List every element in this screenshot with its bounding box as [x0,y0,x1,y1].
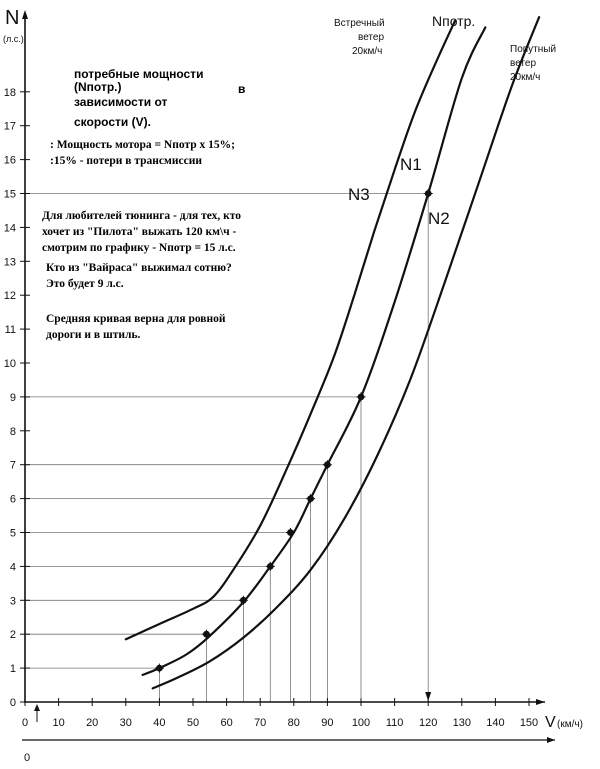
legend-tailwind-line3: 20км/ч [510,72,540,83]
title-line2: (Nпотр.) [74,80,122,94]
legend-tailwind-line2: ветер [510,58,536,69]
lower-reference-arrow [547,737,555,743]
y-tick-label: 10 [4,358,16,370]
y-tick-label: 16 [4,155,16,167]
note-line-6: Кто из "Вайраса" выжимал сотню? [46,262,232,274]
x-tick-label: 100 [352,717,370,729]
x-tick-label: 140 [486,717,504,729]
legend-npotr: Nпотр. [432,13,475,29]
x-tick-label: 30 [120,717,132,729]
note-line-8: Средняя кривая верна для ровной [46,313,226,325]
y-tick-label: 17 [4,121,16,133]
chart-title: потребные мощности (Nпотр.) в зависимост… [74,68,274,129]
legend-headwind-line1: Встречный [334,18,385,29]
legend-headwind-line2: ветер [358,32,384,43]
data-point-cross [423,189,433,198]
reference-arrow [425,692,432,701]
series-line-n3 [124,19,457,641]
series-line-n2 [151,16,541,690]
x-tick-label: 50 [187,717,199,729]
x-tick-label: 110 [386,717,404,729]
curve-label-n3: N3 [348,185,370,204]
data-point-cross [154,663,164,673]
y-tick-label: 8 [10,426,16,438]
zero-marker-arrow [34,704,40,711]
legend-headwind-line3: 20км/ч [352,46,382,57]
axes [22,10,555,743]
x-tick-label: 20 [86,717,98,729]
x-tick-label: 130 [453,717,471,729]
y-tick-label: 5 [10,528,16,540]
y-axis-label: N [5,7,19,29]
reference-lines [25,193,432,702]
marked-points [154,189,433,673]
data-point-cross [265,561,275,571]
title-line1: потребные мощности [74,67,204,81]
title-line4: скорости (V). [74,115,151,129]
y-tick-label: 2 [10,629,16,641]
x-tick-label: 120 [419,717,437,729]
y-tick-label: 14 [4,222,16,234]
data-point-cross [322,460,332,470]
title-line2-suffix: в [238,82,246,96]
x-axis-unit: (км/ч) [557,719,583,730]
y-tick-label: 13 [4,256,16,268]
below-axis-zero: 0 [24,752,30,764]
x-tick-label: 10 [52,717,64,729]
y-axis-arrow [22,10,28,19]
legend-tailwind-line1: Попутный [510,44,556,55]
data-point-cross [285,528,295,537]
data-point-cross [201,629,211,639]
note-line-4: хочет из "Пилота" выжать 120 км\ч - [42,226,237,238]
x-tick-label: 0 [22,717,28,729]
note-line-7: Это будет 9 л.с. [46,278,124,290]
note-line-2: :15% - потери в трансмиссии [50,155,202,167]
title-line3: зависимости от [74,95,168,109]
x-axis-arrow [536,699,545,705]
note-vairas: Кто из "Вайраса" выжимал сотню? Это буде… [46,260,232,292]
y-tick-label: 1 [10,663,16,675]
x-ticks: 0 10 20 30 40 50 60 70 80 90 100 110 120 130 140 150 [22,698,538,729]
data-point-cross [356,392,366,402]
y-tick-label: 4 [10,561,16,573]
note-line-5: смотрим по графику - Nпотр = 15 л.с. [42,242,236,254]
x-tick-label: 150 [520,717,538,729]
title-line2-row: (Nпотр.) в [74,80,274,96]
data-point-cross [238,595,248,605]
y-tick-label: 3 [10,595,16,607]
curve-label-n2: N2 [428,209,450,228]
y-tick-label: 9 [10,392,16,404]
data-point-cross [306,494,316,504]
y-tick-label: 6 [10,494,16,506]
x-tick-label: 90 [321,717,333,729]
note-line-3: Для любителей тюнинга - для тех, кто [42,210,242,222]
x-tick-label: 80 [288,717,300,729]
y-axis-unit: (л.с.) [3,34,24,44]
note-average-curve: Средняя кривая верна для ровной дороги и… [46,311,226,343]
note-line-1: : Мощность мотора = Nпотр х 15%; [50,139,235,151]
y-tick-label: 12 [4,290,16,302]
y-tick-label: 18 [4,87,16,99]
note-line-9: дороги и в штиль. [46,329,141,341]
x-tick-label: 60 [220,717,232,729]
y-tick-label: 11 [5,324,16,336]
x-tick-label: 40 [153,717,165,729]
y-tick-label: 7 [10,460,16,472]
y-tick-label: 15 [4,189,16,201]
note-tuning: Для любителей тюнинга - для тех, кто хоч… [42,208,241,256]
y-tick-label: 0 [10,697,16,709]
x-tick-label: 70 [254,717,266,729]
x-axis-label: V [545,714,556,731]
note-motor-power: : Мощность мотора = Nпотр х 15%; :15% - … [50,137,235,169]
curve-label-n1: N1 [400,155,422,174]
